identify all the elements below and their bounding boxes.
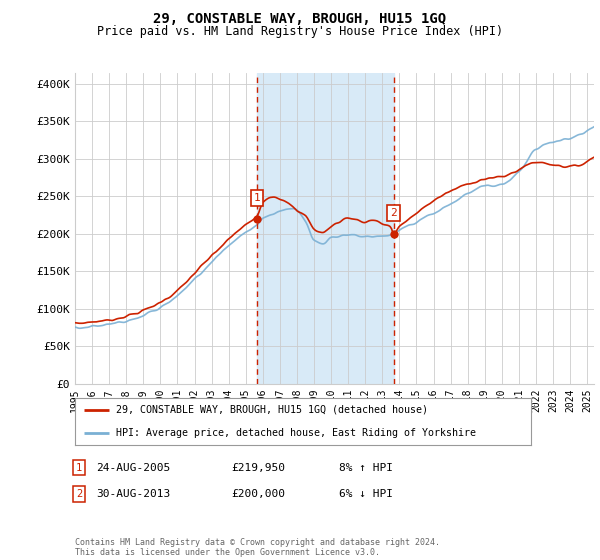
Text: £219,950: £219,950 [231, 463, 285, 473]
Text: £200,000: £200,000 [231, 489, 285, 499]
Text: 2: 2 [76, 489, 82, 499]
Text: HPI: Average price, detached house, East Riding of Yorkshire: HPI: Average price, detached house, East… [116, 428, 476, 438]
Text: 29, CONSTABLE WAY, BROUGH, HU15 1GQ: 29, CONSTABLE WAY, BROUGH, HU15 1GQ [154, 12, 446, 26]
Text: 24-AUG-2005: 24-AUG-2005 [96, 463, 170, 473]
Text: 1: 1 [253, 193, 260, 203]
Text: Contains HM Land Registry data © Crown copyright and database right 2024.
This d: Contains HM Land Registry data © Crown c… [75, 538, 440, 557]
Text: 8% ↑ HPI: 8% ↑ HPI [339, 463, 393, 473]
Text: 1: 1 [76, 463, 82, 473]
Text: Price paid vs. HM Land Registry's House Price Index (HPI): Price paid vs. HM Land Registry's House … [97, 25, 503, 38]
Text: 29, CONSTABLE WAY, BROUGH, HU15 1GQ (detached house): 29, CONSTABLE WAY, BROUGH, HU15 1GQ (det… [116, 404, 428, 414]
Text: 30-AUG-2013: 30-AUG-2013 [96, 489, 170, 499]
Text: 6% ↓ HPI: 6% ↓ HPI [339, 489, 393, 499]
Text: 2: 2 [390, 208, 397, 218]
Bar [257, 73, 394, 384]
